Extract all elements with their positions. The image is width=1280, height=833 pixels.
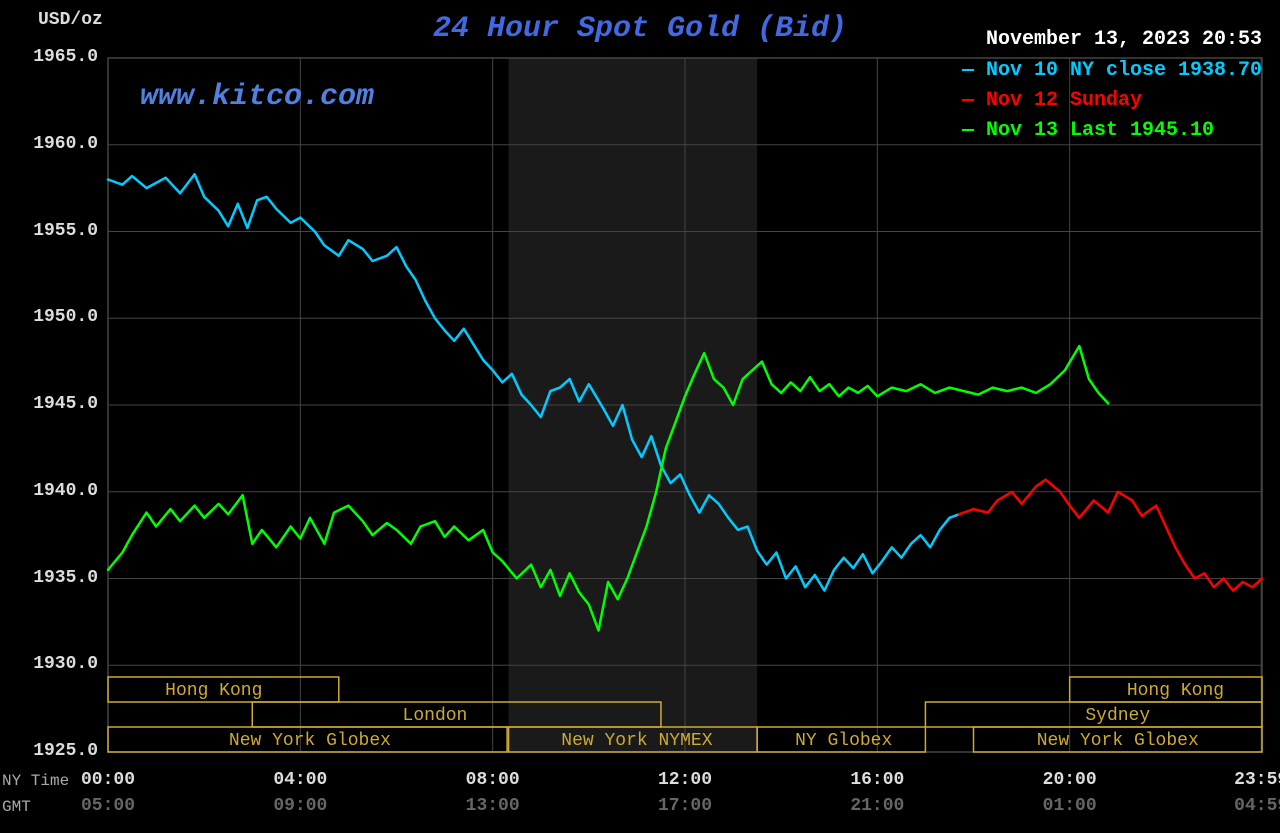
market-session: London (395, 704, 476, 728)
market-session: New York Globex (1029, 729, 1207, 753)
market-session: Sydney (1077, 704, 1158, 728)
gmt-tick: 05:00 (81, 796, 135, 816)
market-session: New York Globex (221, 729, 399, 753)
ny-time-tick: 20:00 (1043, 770, 1097, 790)
chart-legend: — Nov 10 NY close 1938.70— Nov 12 Sunday… (962, 56, 1262, 146)
ny-time-tick: 23:59 (1234, 770, 1280, 790)
gmt-tick: 13:00 (466, 796, 520, 816)
unit-label: USD/oz (38, 10, 103, 30)
gmt-tick: 09:00 (273, 796, 327, 816)
ny-time-tick: 16:00 (850, 770, 904, 790)
y-tick-label: 1925.0 (8, 741, 98, 761)
market-session: Hong Kong (157, 679, 270, 703)
gmt-tick: 04:59 (1234, 796, 1280, 816)
ny-time-tick: 12:00 (658, 770, 712, 790)
y-tick-label: 1945.0 (8, 394, 98, 414)
legend-item: — Nov 13 Last 1945.10 (962, 116, 1262, 146)
market-session: New York NYMEX (553, 729, 720, 753)
gmt-tick: 21:00 (850, 796, 904, 816)
market-session: NY Globex (787, 729, 900, 753)
y-tick-label: 1940.0 (8, 481, 98, 501)
legend-item: — Nov 10 NY close 1938.70 (962, 56, 1262, 86)
chart-timestamp: November 13, 2023 20:53 (986, 28, 1262, 51)
ny-time-axis-name: NY Time (2, 772, 69, 790)
gmt-tick: 01:00 (1043, 796, 1097, 816)
ny-time-tick: 08:00 (466, 770, 520, 790)
ny-time-tick: 04:00 (273, 770, 327, 790)
website-url: www.kitco.com (140, 80, 374, 114)
gmt-axis-name: GMT (2, 798, 31, 816)
gmt-tick: 17:00 (658, 796, 712, 816)
y-tick-label: 1960.0 (8, 134, 98, 154)
y-tick-label: 1950.0 (8, 307, 98, 327)
legend-item: — Nov 12 Sunday (962, 86, 1262, 116)
y-tick-label: 1935.0 (8, 568, 98, 588)
chart-title: 24 Hour Spot Gold (Bid) (433, 12, 847, 46)
y-tick-label: 1955.0 (8, 221, 98, 241)
y-tick-label: 1965.0 (8, 47, 98, 67)
y-tick-label: 1930.0 (8, 654, 98, 674)
spot-gold-chart: USD/oz 24 Hour Spot Gold (Bid) www.kitco… (0, 0, 1280, 833)
market-session: Hong Kong (1119, 679, 1232, 703)
ny-time-tick: 00:00 (81, 770, 135, 790)
